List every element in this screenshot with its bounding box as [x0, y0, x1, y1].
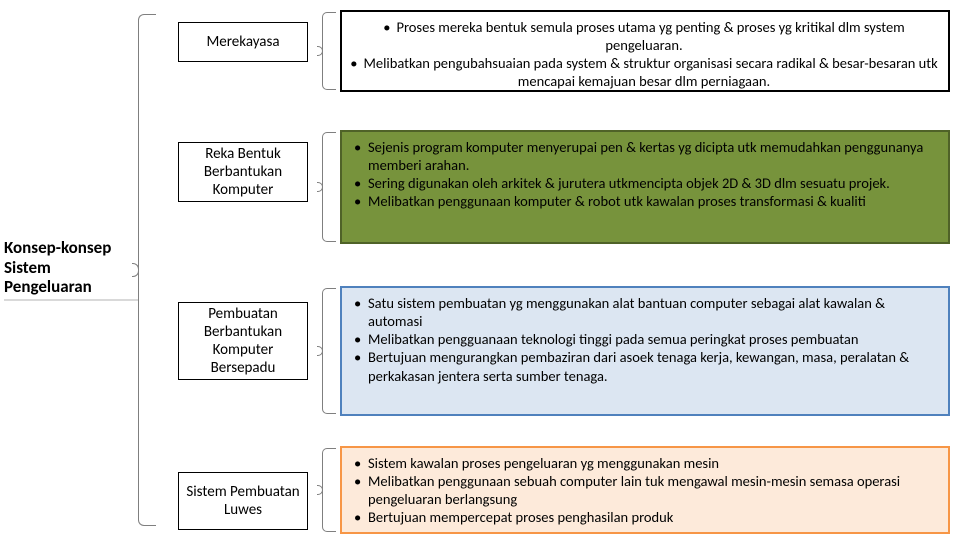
root-title: Konsep-konsep Sistem Pengeluaran: [4, 238, 139, 297]
concept-node: Merekayasa: [178, 22, 308, 62]
description-bullet: Satu sistem pembuatan yg menggunakan ala…: [350, 294, 938, 330]
node-bracket: [322, 448, 336, 532]
concept-node: Sistem Pembuatan Luwes: [178, 472, 308, 530]
node-bracket: [322, 12, 336, 90]
description-bullet: Melibatkan pengubahsuaian pada system & …: [350, 54, 938, 90]
description-bullet: Bertujuan mengurangkan pembaziran dari a…: [350, 348, 938, 384]
node-bracket: [322, 132, 336, 242]
description-bullet: Sering digunakan oleh arkitek & jurutera…: [350, 174, 938, 192]
description-bullet: Sejenis program komputer menyerupai pen …: [350, 138, 938, 174]
description-box: Satu sistem pembuatan yg menggunakan ala…: [340, 286, 950, 416]
concept-node: Pembuatan Berbantukan Komputer Bersepadu: [178, 302, 308, 380]
description-bullet: Melibatkan penggunaan sebuah computer la…: [350, 472, 938, 508]
description-bullet: Melibatkan pengguanaan teknologi tinggi …: [350, 330, 938, 348]
description-bullet: Melibatkan penggunaan komputer & robot u…: [350, 192, 938, 210]
description-box: Sistem kawalan proses pengeluaran yg men…: [340, 446, 950, 534]
main-bracket: [138, 14, 156, 526]
description-box: Proses mereka bentuk semula proses utama…: [340, 10, 950, 92]
description-bullet: Bertujuan mempercepat proses penghasilan…: [350, 508, 938, 526]
concept-node: Reka Bentuk Berbantukan Komputer: [178, 142, 308, 202]
node-bracket: [322, 288, 336, 414]
description-box: Sejenis program komputer menyerupai pen …: [340, 130, 950, 244]
description-bullet: Sistem kawalan proses pengeluaran yg men…: [350, 454, 938, 472]
description-bullet: Proses mereka bentuk semula proses utama…: [350, 18, 938, 54]
